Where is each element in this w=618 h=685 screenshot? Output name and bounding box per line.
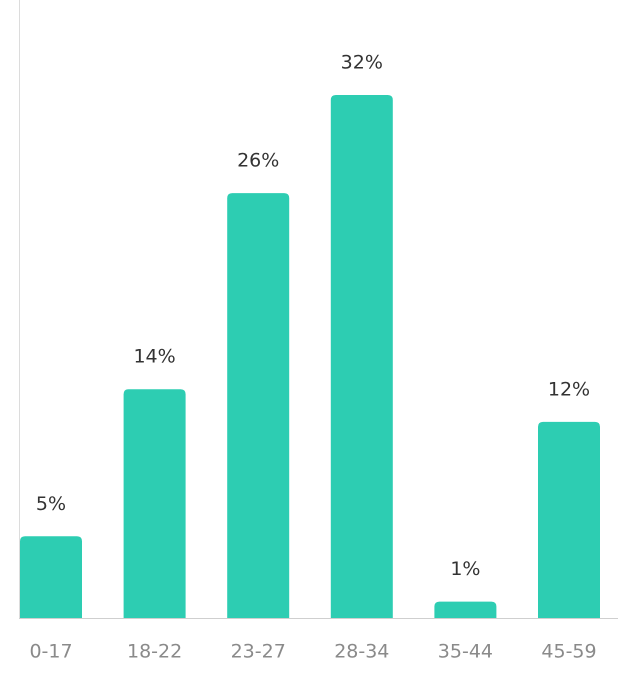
x-tick-label: 23-27: [231, 641, 286, 663]
x-tick-label: 45-59: [541, 641, 596, 663]
bar: [330, 95, 393, 618]
x-tick-label: 0-17: [29, 641, 72, 663]
value-label: 32%: [341, 52, 383, 74]
bar: [20, 536, 82, 618]
value-label: 14%: [133, 346, 175, 368]
bar: [434, 601, 497, 618]
value-label: 12%: [548, 378, 590, 400]
bar: [123, 389, 186, 618]
value-label: 5%: [36, 493, 66, 515]
value-label: 26%: [237, 150, 279, 172]
value-label: 1%: [450, 558, 480, 580]
x-tick-label: 28-34: [334, 641, 389, 663]
bar: [227, 193, 290, 618]
bar: [538, 421, 600, 618]
x-tick-label: 35-44: [438, 641, 493, 663]
x-tick-label: 18-22: [127, 641, 182, 663]
